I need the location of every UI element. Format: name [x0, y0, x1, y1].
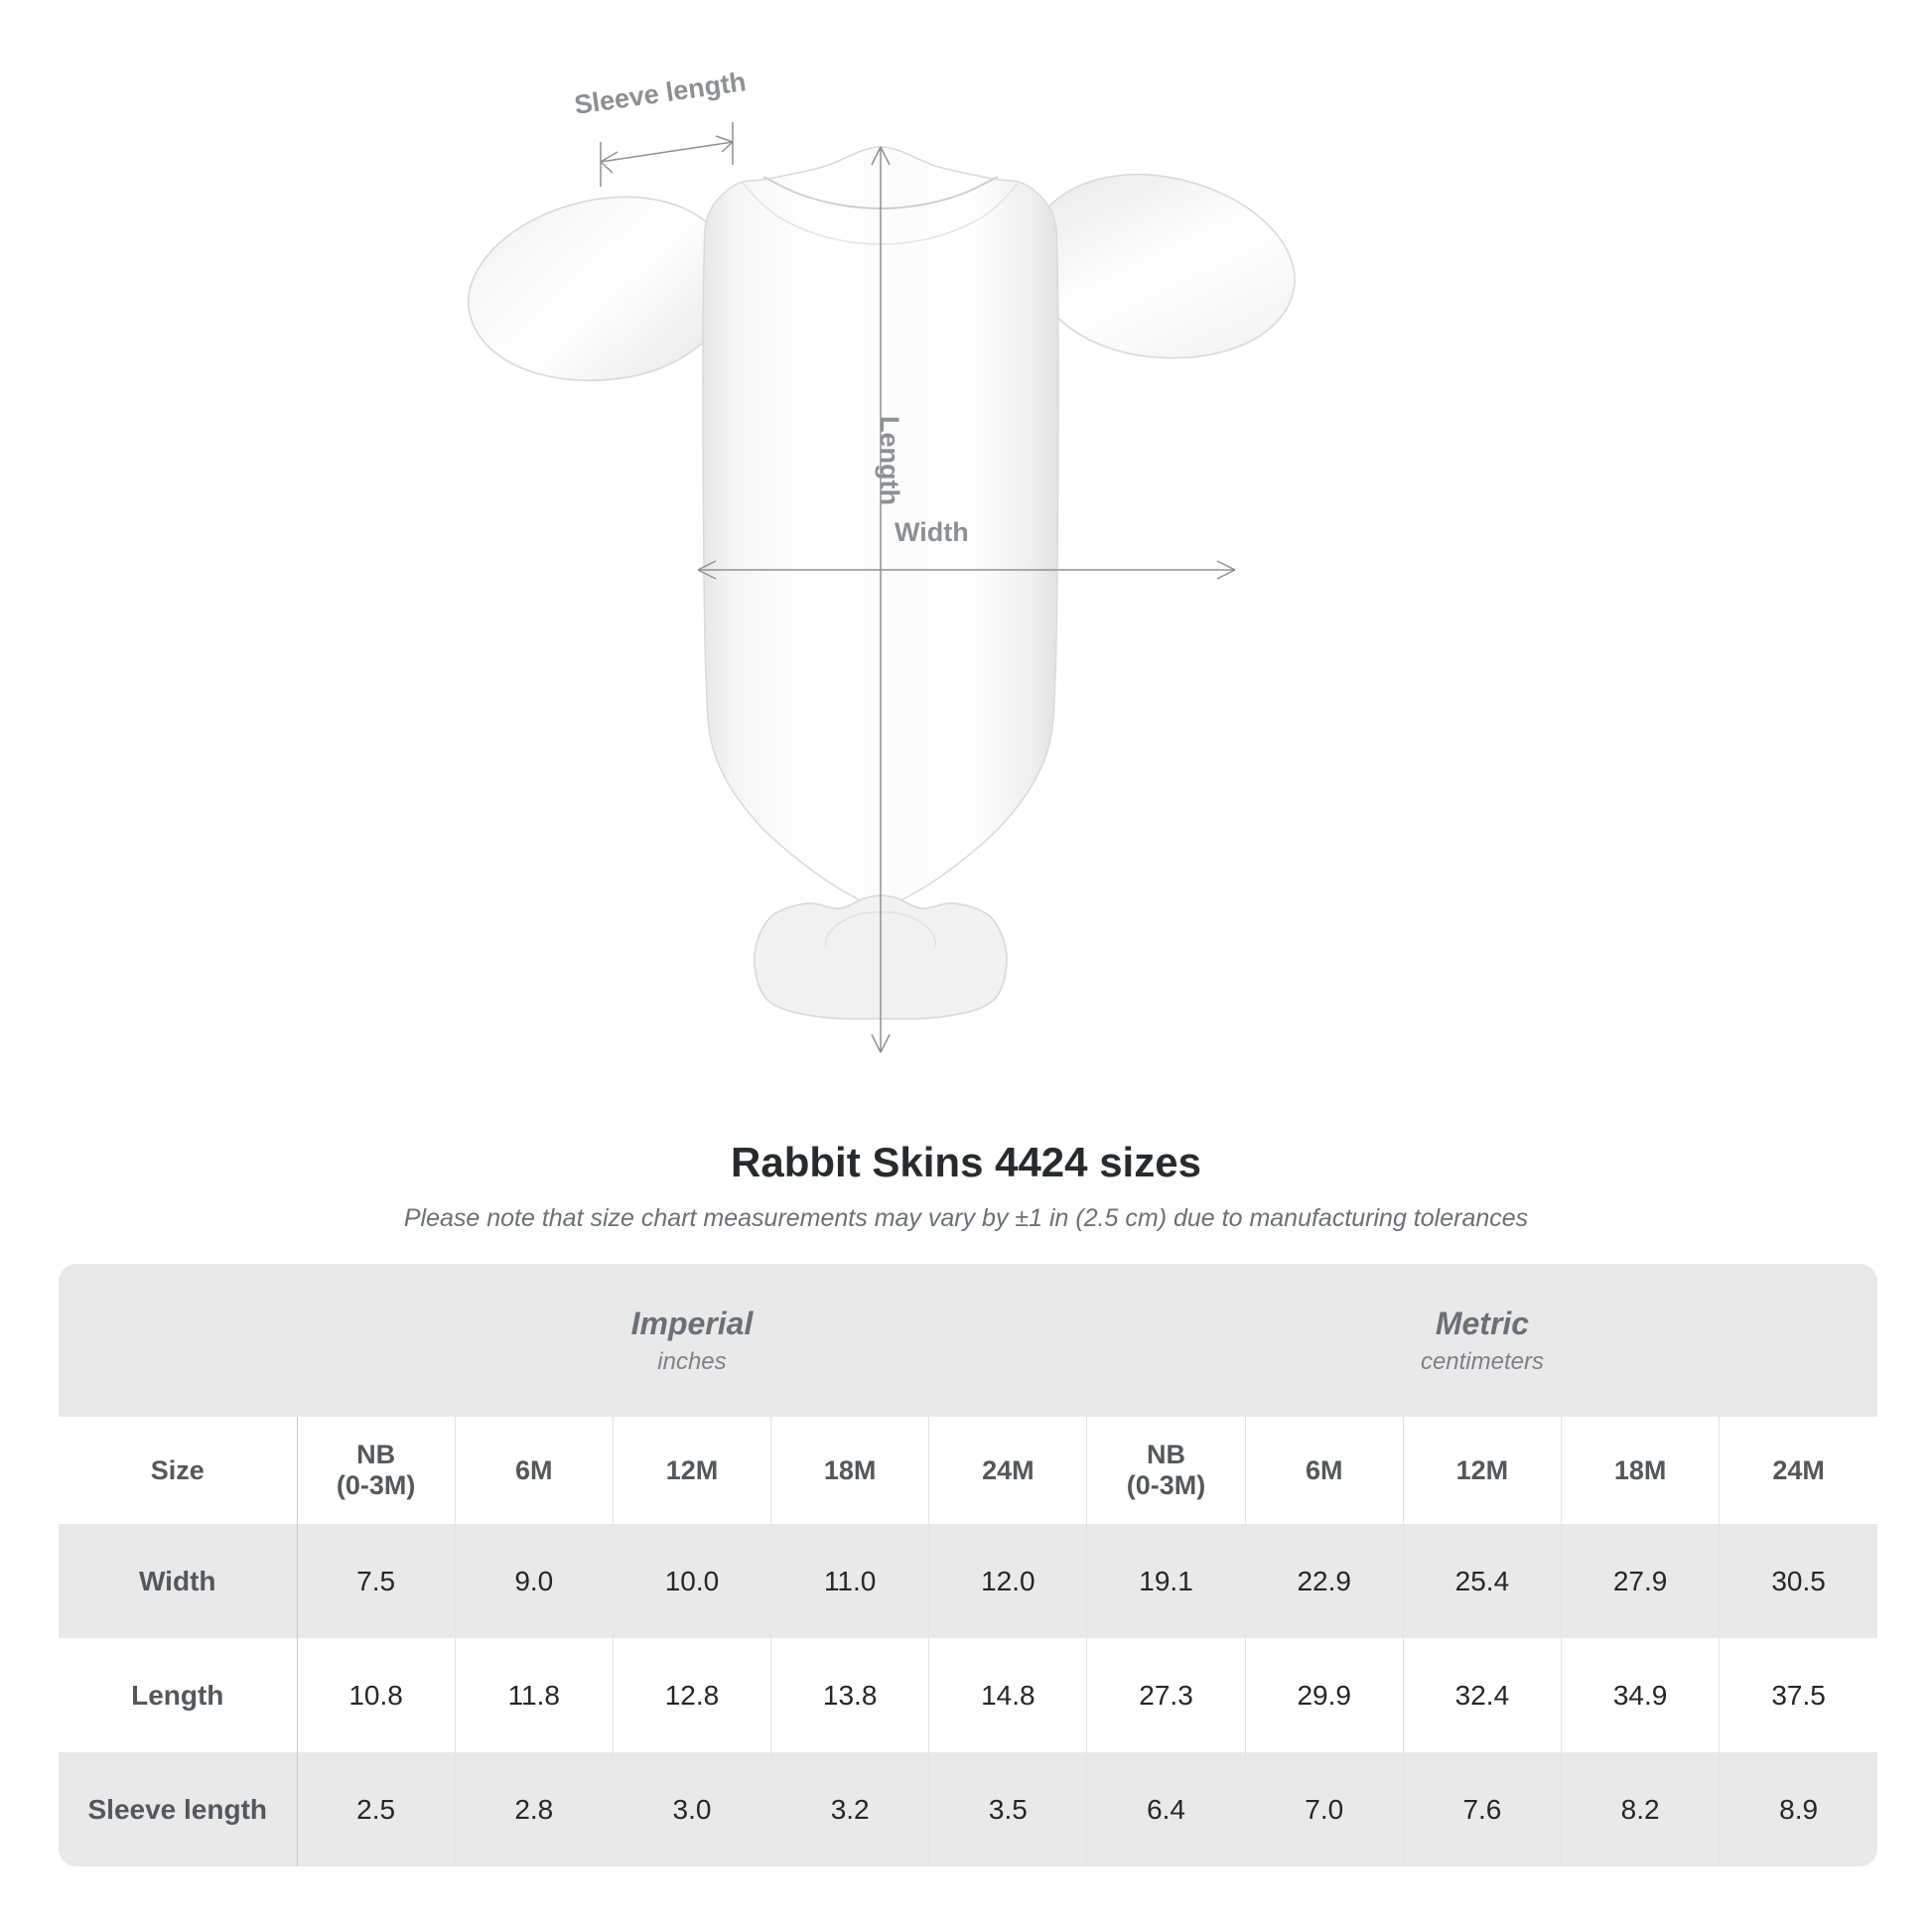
- svg-text:Width: Width: [895, 517, 969, 547]
- svg-text:Sleeve length: Sleeve length: [573, 67, 749, 120]
- svg-text:Length: Length: [875, 416, 904, 505]
